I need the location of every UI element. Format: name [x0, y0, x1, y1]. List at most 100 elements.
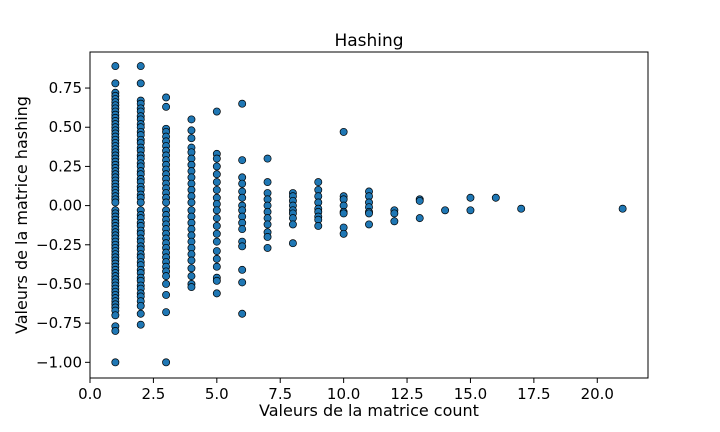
data-point [187, 126, 196, 135]
y-tick-label: 0.75 [49, 79, 82, 97]
data-point [314, 222, 323, 230]
data-point [187, 198, 196, 207]
data-point [111, 311, 120, 320]
data-point [517, 204, 526, 213]
data-point [212, 237, 221, 246]
data-point [111, 358, 120, 367]
data-point [212, 206, 221, 215]
y-tick-label: −0.25 [36, 236, 82, 254]
data-point [212, 222, 221, 230]
data-point [339, 127, 348, 136]
data-point [339, 209, 348, 218]
x-tick-label: 15.0 [454, 385, 487, 403]
data-point [238, 242, 247, 251]
x-tick-label: 0.0 [78, 385, 102, 403]
data-point [238, 278, 247, 287]
y-tick-label: −0.75 [36, 314, 82, 332]
data-point [263, 243, 272, 252]
data-point [212, 229, 221, 238]
data-point [238, 156, 247, 165]
data-point [187, 115, 196, 124]
data-point [212, 185, 221, 194]
data-point [136, 309, 145, 318]
data-point [491, 193, 500, 202]
data-point [441, 206, 450, 215]
data-point [136, 320, 145, 329]
data-point [162, 290, 171, 299]
data-point [288, 239, 297, 248]
data-point [187, 256, 196, 265]
chart-title: Hashing [334, 31, 403, 51]
y-axis-label: Valeurs de la matrice hashing [12, 96, 31, 334]
data-point [111, 327, 120, 335]
data-point [238, 225, 247, 234]
data-point [238, 265, 247, 274]
data-point [263, 220, 272, 229]
y-tick-label: −0.50 [36, 275, 82, 293]
data-point [212, 162, 221, 171]
data-point [111, 62, 120, 71]
data-point [238, 309, 247, 318]
y-tick-label: 0.50 [49, 118, 82, 136]
data-point [238, 99, 247, 108]
data-point [415, 196, 424, 205]
x-tick-label: 12.5 [390, 385, 423, 403]
data-point [162, 198, 171, 207]
x-tick-label: 2.5 [141, 385, 165, 403]
data-point [212, 214, 221, 223]
data-point [212, 276, 221, 285]
data-point [390, 209, 399, 218]
data-point [187, 264, 196, 273]
y-tick-label: 0.25 [49, 157, 82, 175]
data-point [212, 154, 221, 163]
data-point [136, 79, 145, 88]
data-point [136, 301, 145, 310]
x-tick-label: 10.0 [327, 385, 360, 403]
data-point [263, 232, 272, 241]
x-tick-label: 20.0 [581, 385, 614, 403]
data-point [263, 178, 272, 187]
data-point [136, 62, 145, 71]
x-axis-ticks: 0.0 2.5 5.0 7.5 10.0 12.5 15.0 17.5 20.0 [78, 378, 614, 403]
y-axis-ticks: −1.00 −0.75 −0.50 −0.25 0.00 0.25 0.50 0.75 [36, 79, 90, 371]
data-point [187, 134, 196, 143]
data-point [136, 198, 145, 207]
data-point [212, 107, 221, 116]
data-point [111, 79, 120, 88]
data-point [365, 209, 373, 218]
data-point [212, 247, 221, 255]
data-point [162, 272, 171, 281]
data-point [212, 262, 221, 271]
data-point [162, 280, 171, 288]
data-point [365, 220, 373, 229]
data-point [415, 214, 424, 223]
data-point [111, 198, 120, 207]
data-point [162, 308, 171, 317]
data-point [238, 193, 247, 202]
data-point [263, 154, 272, 163]
data-points [111, 62, 627, 367]
data-point [187, 272, 196, 281]
data-point [162, 102, 171, 111]
data-point [212, 178, 221, 187]
data-point [187, 283, 196, 292]
data-point [288, 220, 297, 229]
plot-area-frame [89, 51, 649, 379]
data-point [212, 170, 221, 179]
x-tick-label: 5.0 [205, 385, 229, 403]
data-point [314, 178, 323, 187]
data-point [466, 206, 475, 215]
data-point [466, 193, 475, 202]
data-point [339, 229, 348, 238]
data-point [618, 204, 627, 213]
data-point [212, 289, 221, 298]
data-point [162, 93, 171, 102]
data-point [390, 217, 399, 226]
y-tick-label: −1.00 [36, 353, 82, 371]
data-point [238, 179, 247, 188]
x-axis-label: Valeurs de la matrice count [259, 401, 479, 420]
data-point [162, 358, 171, 367]
x-tick-label: 7.5 [268, 385, 292, 403]
